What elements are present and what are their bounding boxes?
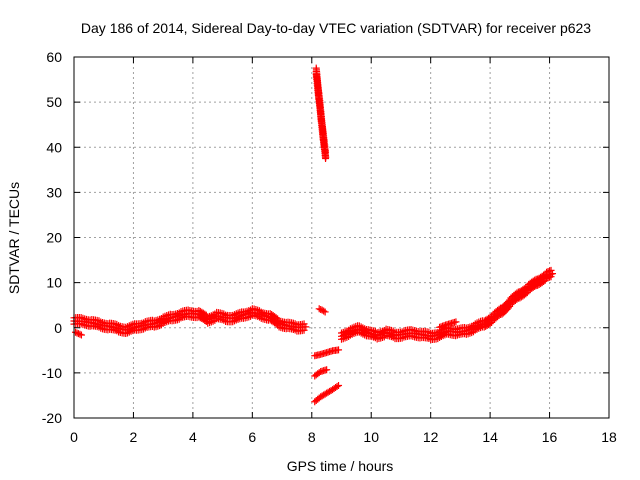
- series: [436, 318, 460, 331]
- data-point: [302, 323, 310, 331]
- data-point: [452, 318, 460, 326]
- data-point: [480, 323, 488, 331]
- data-point: [74, 330, 82, 338]
- data-point: [71, 328, 79, 336]
- series: [312, 64, 330, 163]
- x-tick-label: 0: [70, 429, 78, 445]
- series: [315, 305, 329, 316]
- data-point: [549, 270, 557, 278]
- data-point: [76, 330, 84, 338]
- data-point: [323, 366, 331, 374]
- data-point: [195, 307, 203, 315]
- y-tick-label: 50: [46, 94, 62, 110]
- data-points: [70, 64, 557, 406]
- data-point: [321, 308, 329, 316]
- y-axis-label: SDTVAR / TECUs: [6, 182, 22, 294]
- x-tick-label: 10: [363, 429, 379, 445]
- data-point: [333, 383, 341, 391]
- data-point: [335, 346, 343, 354]
- data-point: [335, 382, 343, 390]
- data-point: [540, 277, 548, 285]
- data-point: [486, 320, 494, 328]
- y-tick-label: -10: [42, 365, 62, 381]
- data-point: [77, 314, 85, 322]
- x-tick-label: 14: [482, 429, 498, 445]
- y-tick-label: 10: [46, 275, 62, 291]
- y-tick-label: -20: [42, 410, 62, 426]
- data-point: [544, 274, 552, 282]
- x-tick-label: 16: [542, 429, 558, 445]
- data-point: [504, 304, 512, 312]
- series: [70, 305, 310, 338]
- data-point: [73, 329, 81, 337]
- data-point: [196, 307, 204, 315]
- y-tick-label: 60: [46, 49, 62, 65]
- y-tick-label: 0: [54, 320, 62, 336]
- x-tick-label: 8: [308, 429, 316, 445]
- data-point: [272, 314, 280, 322]
- series: [338, 266, 557, 344]
- x-tick-label: 2: [130, 429, 138, 445]
- x-tick-label: 18: [601, 429, 617, 445]
- data-point: [547, 273, 555, 281]
- axes: 0 2 4 6 8 10 12 14 16 18 -20 -10 0 10 20 30 40 50 60: [42, 49, 617, 445]
- series: [311, 382, 343, 406]
- series: [311, 346, 343, 360]
- data-point: [547, 266, 555, 274]
- y-tick-label: 20: [46, 230, 62, 246]
- x-tick-label: 6: [248, 429, 256, 445]
- data-point: [77, 331, 85, 339]
- y-tick-label: 40: [46, 139, 62, 155]
- data-point: [315, 369, 323, 377]
- data-point: [315, 305, 323, 313]
- y-tick-label: 30: [46, 184, 62, 200]
- data-point: [317, 305, 325, 313]
- data-point: [513, 295, 521, 303]
- series: [311, 366, 331, 380]
- x-tick-label: 4: [189, 429, 197, 445]
- grid: [74, 57, 609, 418]
- data-point: [531, 282, 539, 290]
- data-point: [543, 275, 551, 283]
- x-tick-label: 12: [423, 429, 439, 445]
- x-axis-label: GPS time / hours: [287, 458, 394, 474]
- data-point: [320, 307, 328, 315]
- data-point: [495, 312, 503, 320]
- chart-title: Day 186 of 2014, Sidereal Day-to-day VTE…: [81, 20, 591, 36]
- series: [71, 328, 85, 339]
- data-point: [522, 290, 530, 298]
- data-point: [322, 153, 330, 161]
